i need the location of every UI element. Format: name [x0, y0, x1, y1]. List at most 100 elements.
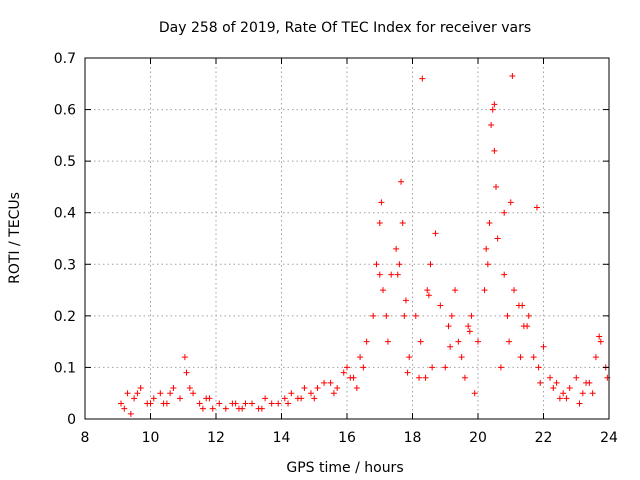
- data-point: [489, 106, 496, 113]
- data-point: [307, 390, 314, 397]
- x-tick-label: 8: [81, 430, 90, 446]
- data-point: [370, 312, 377, 319]
- data-point: [491, 101, 498, 108]
- x-tick-label: 14: [273, 430, 291, 446]
- data-point: [347, 374, 354, 381]
- x-axis-label: GPS time / hours: [286, 460, 403, 476]
- x-tick-label: 18: [404, 430, 422, 446]
- data-point: [196, 400, 203, 407]
- data-point: [406, 354, 413, 361]
- data-point: [216, 400, 223, 407]
- data-point: [466, 328, 473, 335]
- data-point: [167, 390, 174, 397]
- data-point: [190, 390, 197, 397]
- data-point: [402, 297, 409, 304]
- data-point: [576, 400, 583, 407]
- data-point: [147, 400, 154, 407]
- data-point: [181, 354, 188, 361]
- data-point: [340, 369, 347, 376]
- y-tick-label: 0.7: [54, 51, 76, 67]
- data-point: [556, 395, 563, 402]
- data-point: [533, 204, 540, 211]
- data-point: [553, 379, 560, 386]
- y-tick-label: 0.6: [54, 103, 76, 119]
- data-point: [401, 312, 408, 319]
- data-point: [118, 400, 125, 407]
- data-point: [497, 364, 504, 371]
- data-point: [376, 271, 383, 278]
- data-point: [437, 302, 444, 309]
- data-point: [597, 338, 604, 345]
- data-point: [504, 312, 511, 319]
- data-point: [396, 261, 403, 268]
- x-tick-label: 12: [207, 430, 225, 446]
- data-point: [524, 323, 531, 330]
- data-point: [137, 385, 144, 392]
- x-axis-ticks: 8 10 12 14 16 18 20 22 24: [81, 58, 618, 446]
- data-point: [412, 312, 419, 319]
- data-point: [363, 338, 370, 345]
- data-point: [517, 354, 524, 361]
- data-point: [484, 261, 491, 268]
- data-point: [206, 395, 213, 402]
- data-point: [530, 354, 537, 361]
- x-tick-label: 10: [142, 430, 160, 446]
- data-point: [275, 400, 282, 407]
- data-point: [330, 390, 337, 397]
- data-point: [461, 374, 468, 381]
- data-point: [465, 323, 472, 330]
- data-point: [327, 379, 334, 386]
- data-point: [579, 390, 586, 397]
- data-point: [506, 338, 513, 345]
- data-point: [537, 379, 544, 386]
- data-point: [563, 395, 570, 402]
- data-point: [583, 379, 590, 386]
- data-point: [432, 230, 439, 237]
- y-tick-label: 0.2: [54, 309, 76, 325]
- data-point: [373, 261, 380, 268]
- data-point: [404, 369, 411, 376]
- data-point: [249, 400, 256, 407]
- data-point: [127, 410, 134, 417]
- data-point: [429, 364, 436, 371]
- data-point: [547, 374, 554, 381]
- data-point: [124, 390, 131, 397]
- data-point: [592, 354, 599, 361]
- data-point: [445, 323, 452, 330]
- x-tick-label: 22: [535, 430, 553, 446]
- data-points: [118, 73, 611, 417]
- data-point: [288, 390, 295, 397]
- data-point: [535, 364, 542, 371]
- data-point: [209, 405, 216, 412]
- data-point: [131, 395, 138, 402]
- data-point: [442, 364, 449, 371]
- data-point: [321, 379, 328, 386]
- data-point: [448, 312, 455, 319]
- data-point: [388, 271, 395, 278]
- data-point: [384, 338, 391, 345]
- data-point: [380, 287, 387, 294]
- data-point: [357, 354, 364, 361]
- data-point: [417, 338, 424, 345]
- data-point: [483, 245, 490, 252]
- data-point: [455, 338, 462, 345]
- data-point: [199, 405, 206, 412]
- data-point: [468, 312, 475, 319]
- data-point: [262, 395, 269, 402]
- data-point: [394, 271, 401, 278]
- data-point: [232, 400, 239, 407]
- data-point: [281, 395, 288, 402]
- data-point: [121, 405, 128, 412]
- data-point: [134, 390, 141, 397]
- data-point: [301, 385, 308, 392]
- data-point: [596, 333, 603, 340]
- data-point: [376, 220, 383, 227]
- chart-title: Day 258 of 2019, Rate Of TEC Index for r…: [159, 20, 531, 36]
- data-point: [314, 385, 321, 392]
- data-point: [399, 220, 406, 227]
- data-point: [183, 369, 190, 376]
- data-point: [170, 385, 177, 392]
- data-point: [378, 199, 385, 206]
- data-point: [501, 209, 508, 216]
